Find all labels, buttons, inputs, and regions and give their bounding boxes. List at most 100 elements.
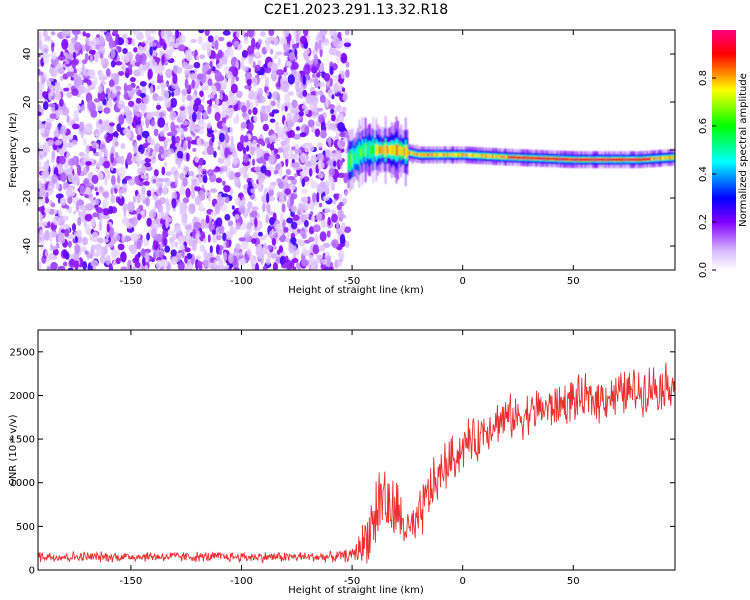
noise-cell: [202, 111, 208, 120]
noise-cell: [236, 30, 241, 38]
noise-cell: [197, 118, 205, 126]
carrier-cell: [389, 145, 392, 155]
noise-cell: [116, 90, 121, 96]
noise-cell: [300, 196, 309, 203]
noise-cell: [126, 155, 134, 165]
noise-cell: [151, 111, 159, 117]
colorbar-tick-label: 0.8: [698, 70, 709, 86]
noise-cell: [137, 126, 142, 135]
noise-cell: [193, 94, 197, 100]
noise-cell: [283, 43, 291, 53]
noise-cell: [266, 192, 270, 204]
carrier-cell: [638, 158, 641, 162]
noise-cell: [146, 217, 152, 227]
noise-cell: [132, 30, 140, 36]
noise-cell: [214, 40, 219, 51]
carrier-cell: [652, 157, 655, 161]
noise-cell: [149, 46, 153, 56]
noise-cell: [193, 221, 202, 229]
noise-cell: [191, 174, 196, 186]
noise-cell: [147, 145, 151, 153]
noise-cell: [82, 68, 91, 77]
noise-cell: [81, 246, 87, 253]
noise-cell: [97, 36, 105, 46]
carrier-cell: [483, 154, 486, 158]
noise-cell: [269, 48, 274, 55]
carrier-cell: [612, 158, 615, 162]
noise-cell: [45, 249, 49, 257]
carrier-cell: [583, 158, 585, 162]
noise-cell: [320, 30, 328, 36]
noise-cell: [249, 145, 255, 156]
noise-cell: [50, 261, 58, 270]
noise-cell: [125, 84, 133, 92]
noise-cell: [204, 30, 210, 36]
noise-cell: [333, 83, 339, 94]
snr-y-tick-label: 2500: [10, 347, 35, 358]
carrier-cell: [573, 158, 576, 162]
carrier-cell: [431, 153, 433, 157]
noise-cell: [51, 202, 56, 208]
carrier-cell: [476, 153, 478, 158]
noise-cell: [291, 257, 299, 264]
noise-cell: [43, 54, 50, 65]
noise-cell: [280, 84, 285, 92]
noise-cell: [301, 104, 307, 110]
noise-cell: [187, 106, 194, 117]
noise-cell: [336, 104, 342, 112]
noise-cell: [197, 164, 203, 173]
noise-cell: [316, 72, 321, 78]
carrier-cell: [658, 156, 661, 160]
noise-cell: [266, 89, 270, 97]
noise-cell: [214, 71, 223, 82]
carrier-cell: [499, 155, 502, 159]
noise-cell: [52, 215, 61, 226]
noise-cell: [292, 250, 297, 261]
noise-cell: [156, 104, 162, 110]
noise-cell: [342, 197, 348, 205]
colorbar-tick-label: 0.4: [698, 166, 709, 182]
spectrogram-y-label: Frequency (Hz): [8, 112, 19, 188]
colorbar-label: Normalized spectral amplitude: [738, 73, 749, 227]
noise-cell: [187, 170, 195, 177]
noise-cell: [62, 102, 66, 112]
noise-cell: [123, 206, 127, 218]
carrier-cell: [536, 156, 539, 160]
noise-cell: [109, 122, 115, 127]
carrier-cell: [510, 155, 512, 159]
carrier-cell: [487, 154, 489, 158]
noise-cell: [209, 60, 213, 68]
noise-cell: [41, 195, 46, 206]
noise-cell: [299, 85, 304, 93]
noise-cell: [297, 264, 301, 270]
carrier-cell: [451, 153, 454, 157]
noise-cell: [308, 236, 315, 243]
noise-cell: [203, 249, 208, 259]
snr-frame: [37, 329, 676, 571]
noise-cell: [45, 197, 49, 204]
noise-cell: [172, 73, 178, 85]
noise-cell: [251, 238, 257, 244]
noise-cell: [154, 244, 159, 251]
noise-cell: [156, 85, 160, 90]
noise-cell: [314, 104, 318, 114]
noise-cell: [104, 175, 108, 186]
noise-cell: [164, 161, 167, 168]
noise-cell: [275, 163, 281, 171]
noise-cell: [64, 59, 70, 65]
noise-cell: [310, 181, 319, 189]
noise-cell: [213, 259, 217, 268]
noise-cell: [91, 174, 99, 184]
noise-cell: [133, 47, 138, 53]
noise-cell: [299, 35, 307, 45]
noise-cell: [170, 256, 178, 265]
noise-cell: [222, 94, 229, 102]
carrier-cell: [355, 151, 358, 161]
noise-cell: [161, 259, 169, 267]
carrier-cell: [420, 153, 423, 157]
noise-cell: [254, 64, 261, 72]
carrier-cell: [490, 154, 492, 158]
carrier-cell: [559, 157, 562, 161]
noise-cell: [255, 262, 260, 270]
noise-cell: [129, 68, 133, 75]
